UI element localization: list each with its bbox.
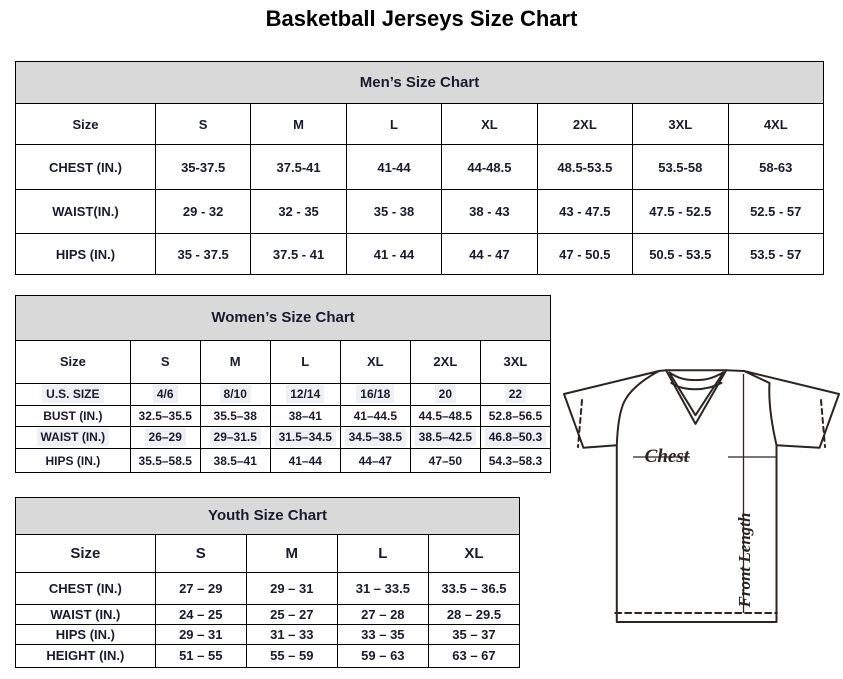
svg-text:Chest: Chest	[645, 446, 690, 467]
svg-text:Front Length: Front Length	[735, 513, 754, 609]
